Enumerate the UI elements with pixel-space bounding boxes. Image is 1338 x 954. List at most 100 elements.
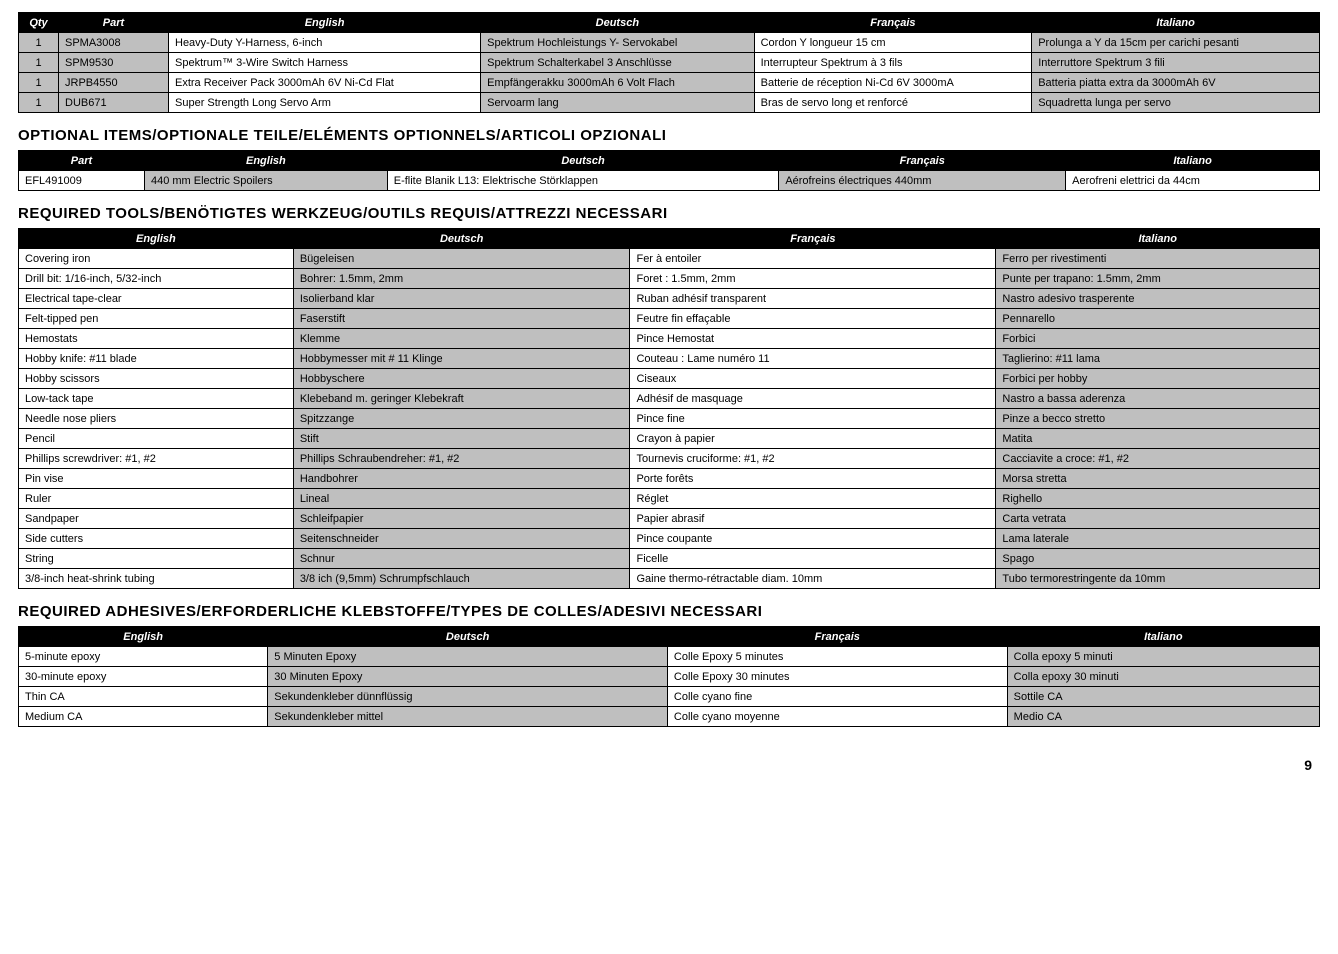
col-de: Deutsch [481,13,754,33]
table-row: Pin viseHandbohrerPorte forêtsMorsa stre… [19,469,1320,489]
table-row: Felt-tipped penFaserstiftFeutre fin effa… [19,309,1320,329]
table-cell: Sandpaper [19,509,294,529]
table-header-row: Qty Part English Deutsch Français Italia… [19,13,1320,33]
table-cell: Heavy-Duty Y-Harness, 6-inch [169,33,481,53]
table-cell: Drill bit: 1/16-inch, 5/32-inch [19,269,294,289]
col-it: Italiano [1066,151,1320,171]
table-cell: Lama laterale [996,529,1320,549]
table-cell: Cacciavite a croce: #1, #2 [996,449,1320,469]
table-cell: Klebeband m. geringer Klebekraft [293,389,630,409]
table-row: 1JRPB4550Extra Receiver Pack 3000mAh 6V … [19,73,1320,93]
table-row: Needle nose pliersSpitzzangePince finePi… [19,409,1320,429]
table-cell: Medium CA [19,707,268,727]
table-cell: Aerofreni elettrici da 44cm [1066,171,1320,191]
parts-table: Qty Part English Deutsch Français Italia… [18,12,1320,113]
table-row: 1DUB671Super Strength Long Servo ArmServ… [19,93,1320,113]
table-row: Side cuttersSeitenschneiderPince coupant… [19,529,1320,549]
table-cell: Morsa stretta [996,469,1320,489]
table-cell: Batteria piatta extra da 3000mAh 6V [1032,73,1320,93]
table-cell: Ruler [19,489,294,509]
col-it: Italiano [1007,627,1319,647]
table-cell: Righello [996,489,1320,509]
table-cell: Spektrum™ 3-Wire Switch Harness [169,53,481,73]
table-cell: Pince Hemostat [630,329,996,349]
col-part: Part [59,13,169,33]
table-cell: Phillips screwdriver: #1, #2 [19,449,294,469]
table-header-row: English Deutsch Français Italiano [19,229,1320,249]
col-it: Italiano [996,229,1320,249]
table-cell: Aérofreins électriques 440mm [779,171,1066,191]
col-fr: Français [754,13,1032,33]
table-row: Hobby knife: #11 bladeHobbymesser mit # … [19,349,1320,369]
table-cell: Schnur [293,549,630,569]
table-cell: DUB671 [59,93,169,113]
table-cell: Colla epoxy 30 minuti [1007,667,1319,687]
col-fr: Français [630,229,996,249]
table-cell: Porte forêts [630,469,996,489]
table-row: 3/8-inch heat-shrink tubing3/8 ich (9,5m… [19,569,1320,589]
table-row: Drill bit: 1/16-inch, 5/32-inchBohrer: 1… [19,269,1320,289]
table-cell: Bras de servo long et renforcé [754,93,1032,113]
col-en: English [19,627,268,647]
col-part: Part [19,151,145,171]
table-cell: Spago [996,549,1320,569]
table-cell: Spektrum Hochleistungs Y- Servokabel [481,33,754,53]
table-cell: Medio CA [1007,707,1319,727]
table-cell: Colle cyano fine [667,687,1007,707]
table-cell: Couteau : Lame numéro 11 [630,349,996,369]
table-row: 5-minute epoxy5 Minuten EpoxyColle Epoxy… [19,647,1320,667]
col-fr: Français [779,151,1066,171]
table-cell: Pennarello [996,309,1320,329]
required-adhesives-table: English Deutsch Français Italiano 5-minu… [18,626,1320,727]
table-cell: 5 Minuten Epoxy [268,647,668,667]
table-row: EFL491009440 mm Electric SpoilersE-flite… [19,171,1320,191]
table-cell: Tubo termorestringente da 10mm [996,569,1320,589]
table-cell: 1 [19,93,59,113]
table-cell: SPMA3008 [59,33,169,53]
table-cell: Interruttore Spektrum 3 fili [1032,53,1320,73]
table-cell: 1 [19,73,59,93]
table-cell: Sekundenkleber dünnflüssig [268,687,668,707]
table-cell: 1 [19,53,59,73]
table-cell: Foret : 1.5mm, 2mm [630,269,996,289]
table-row: 30-minute epoxy30 Minuten EpoxyColle Epo… [19,667,1320,687]
table-row: Electrical tape-clearIsolierband klarRub… [19,289,1320,309]
table-cell: Colle cyano moyenne [667,707,1007,727]
table-cell: Matita [996,429,1320,449]
table-cell: Colle Epoxy 5 minutes [667,647,1007,667]
table-cell: Adhésif de masquage [630,389,996,409]
col-fr: Français [667,627,1007,647]
table-cell: Hemostats [19,329,294,349]
table-cell: Colla epoxy 5 minuti [1007,647,1319,667]
table-cell: Klemme [293,329,630,349]
table-cell: 30-minute epoxy [19,667,268,687]
table-cell: Handbohrer [293,469,630,489]
table-cell: Faserstift [293,309,630,329]
table-cell: Ferro per rivestimenti [996,249,1320,269]
table-cell: Bügeleisen [293,249,630,269]
table-cell: JRPB4550 [59,73,169,93]
table-cell: Nastro a bassa aderenza [996,389,1320,409]
table-cell: Squadretta lunga per servo [1032,93,1320,113]
table-cell: Gaine thermo-rétractable diam. 10mm [630,569,996,589]
table-row: 1SPM9530Spektrum™ 3-Wire Switch HarnessS… [19,53,1320,73]
heading-required-tools: REQUIRED TOOLS/BENÖTIGTES WERKZEUG/OUTIL… [18,205,1320,222]
table-cell: Electrical tape-clear [19,289,294,309]
table-cell: Ruban adhésif transparent [630,289,996,309]
table-cell: Forbici [996,329,1320,349]
table-cell: 440 mm Electric Spoilers [144,171,387,191]
table-cell: Papier abrasif [630,509,996,529]
table-cell: Pince coupante [630,529,996,549]
table-row: StringSchnurFicelleSpago [19,549,1320,569]
table-cell: Sekundenkleber mittel [268,707,668,727]
col-de: Deutsch [268,627,668,647]
table-header-row: Part English Deutsch Français Italiano [19,151,1320,171]
col-en: English [169,13,481,33]
table-cell: Interrupteur Spektrum à 3 fils [754,53,1032,73]
heading-required-adhesives: REQUIRED ADHESIVES/ERFORDERLICHE KLEBSTO… [18,603,1320,620]
table-cell: Thin CA [19,687,268,707]
table-cell: Taglierino: #11 lama [996,349,1320,369]
optional-items-table: Part English Deutsch Français Italiano E… [18,150,1320,191]
table-cell: Tournevis cruciforme: #1, #2 [630,449,996,469]
table-cell: Fer à entoiler [630,249,996,269]
